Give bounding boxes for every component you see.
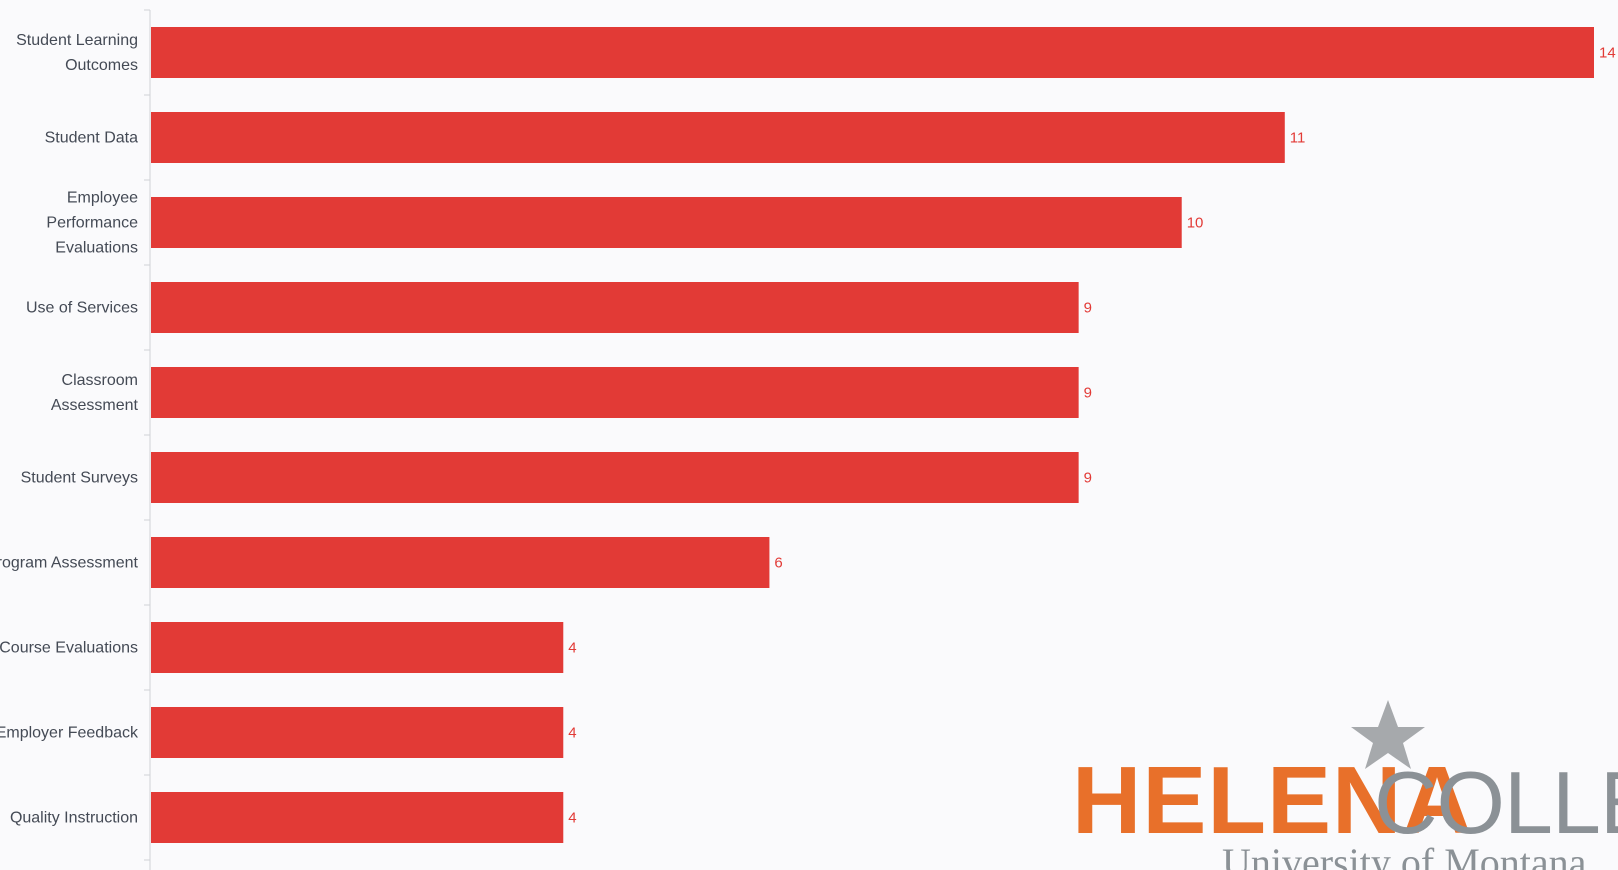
category-label-line: Use of Services — [26, 300, 138, 317]
category-label-line: Student Data — [45, 130, 139, 147]
bar-value-label: 10 — [1187, 215, 1204, 232]
category-label: Employee Performance Evaluations — [46, 190, 138, 257]
category-label: Quality Instruction — [10, 810, 138, 827]
bar-value-label: 4 — [568, 725, 576, 742]
bar — [151, 282, 1079, 333]
bar — [151, 367, 1079, 418]
bar — [151, 197, 1182, 248]
bar — [151, 707, 564, 758]
category-label-line: Employee — [67, 190, 138, 207]
category-label: Program Assessment — [0, 555, 139, 572]
bar — [151, 112, 1285, 163]
bar — [151, 537, 770, 588]
category-label-line: Program Assessment — [0, 555, 139, 572]
category-label-line: Quality Instruction — [10, 810, 138, 827]
category-label: Student Surveys — [21, 470, 138, 487]
bar-value-label: 9 — [1084, 470, 1092, 487]
category-label-line: Employer Feedback — [0, 725, 139, 742]
category-label: Course Evaluations — [0, 640, 138, 657]
bar-value-label: 11 — [1290, 130, 1306, 147]
category-label-line: Evaluations — [55, 240, 138, 257]
bar — [151, 452, 1079, 503]
bar-value-label: 6 — [774, 555, 782, 572]
category-label: Use of Services — [26, 300, 138, 317]
category-label-line: Course Evaluations — [0, 640, 138, 657]
bar-value-label: 4 — [568, 640, 576, 657]
category-label-line: Classroom — [62, 372, 138, 389]
bars-group — [151, 27, 1594, 843]
category-label-line: Student Surveys — [21, 470, 138, 487]
category-label: Employer Feedback — [0, 725, 139, 742]
bar-value-label: 14 — [1599, 45, 1616, 62]
category-label: Classroom Assessment — [51, 372, 139, 414]
bar-value-label: 4 — [568, 810, 576, 827]
category-label: Student Data — [45, 130, 139, 147]
bar — [151, 792, 564, 843]
bar-value-label: 9 — [1084, 300, 1092, 317]
category-label-line: Assessment — [51, 397, 139, 414]
category-label-line: Student Learning — [16, 32, 138, 49]
bar-value-label: 9 — [1084, 385, 1092, 402]
category-label-line: Outcomes — [65, 57, 138, 74]
y-axis-ticks — [144, 9, 150, 861]
bar — [151, 622, 564, 673]
category-labels: Student Learning Outcomes Student Data Empl… — [0, 32, 139, 827]
bar — [151, 27, 1594, 78]
category-label-line: Performance — [46, 215, 138, 232]
value-labels: 14 11 10 9 9 9 6 4 4 4 — [568, 45, 1615, 827]
category-label: Student Learning Outcomes — [16, 32, 138, 74]
